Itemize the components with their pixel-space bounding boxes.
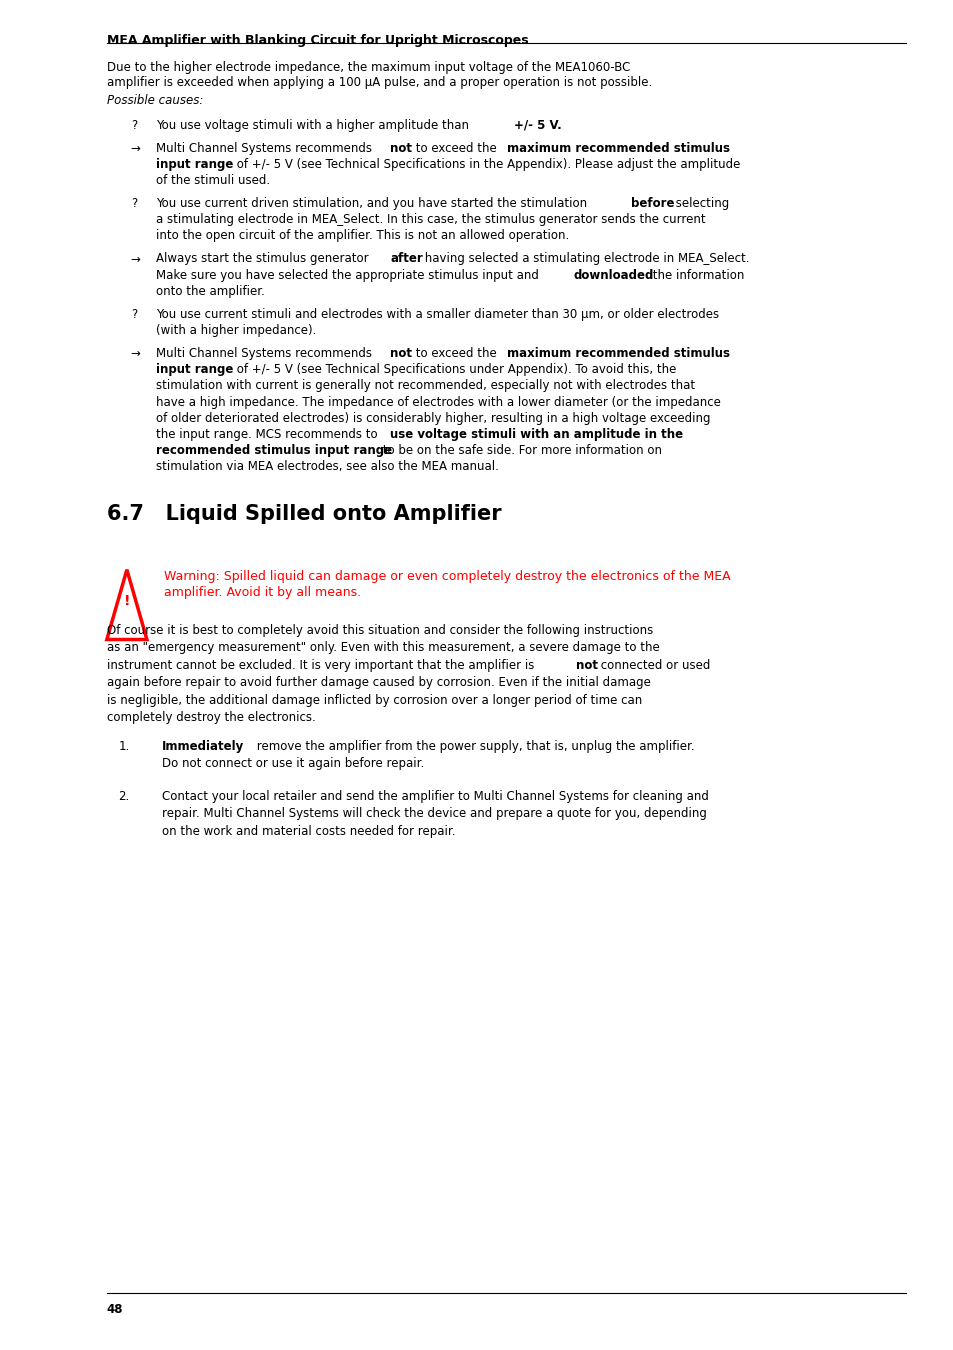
Text: ?: ? xyxy=(131,308,137,321)
Text: recommended stimulus input range: recommended stimulus input range xyxy=(156,444,393,458)
Text: 48: 48 xyxy=(107,1303,123,1316)
Text: You use current driven stimulation, and you have started the stimulation: You use current driven stimulation, and … xyxy=(156,197,591,211)
Text: maximum recommended stimulus: maximum recommended stimulus xyxy=(506,347,729,360)
Text: again before repair to avoid further damage caused by corrosion. Even if the ini: again before repair to avoid further dam… xyxy=(107,676,650,690)
Text: is negligible, the additional damage inflicted by corrosion over a longer period: is negligible, the additional damage inf… xyxy=(107,694,641,707)
Text: into the open circuit of the amplifier. This is not an allowed operation.: into the open circuit of the amplifier. … xyxy=(156,230,569,243)
Text: Multi Channel Systems recommends: Multi Channel Systems recommends xyxy=(156,347,375,360)
Text: Make sure you have selected the appropriate stimulus input and: Make sure you have selected the appropri… xyxy=(156,269,542,282)
Text: input range: input range xyxy=(156,158,233,171)
Text: of the stimuli used.: of the stimuli used. xyxy=(156,174,271,188)
Text: stimulation with current is generally not recommended, especially not with elect: stimulation with current is generally no… xyxy=(156,379,695,393)
Text: after: after xyxy=(390,252,422,266)
Text: of +/- 5 V (see Technical Specifications under Appendix). To avoid this, the: of +/- 5 V (see Technical Specifications… xyxy=(233,363,676,377)
Text: Possible causes:: Possible causes: xyxy=(107,95,203,108)
Text: before: before xyxy=(630,197,674,211)
Text: Always start the stimulus generator: Always start the stimulus generator xyxy=(156,252,373,266)
Text: ?: ? xyxy=(131,197,137,211)
Text: not: not xyxy=(390,142,412,155)
Text: +/- 5 V.: +/- 5 V. xyxy=(514,119,561,132)
Text: MEA Amplifier with Blanking Circuit for Upright Microscopes: MEA Amplifier with Blanking Circuit for … xyxy=(107,34,528,47)
Text: on the work and material costs needed for repair.: on the work and material costs needed fo… xyxy=(162,825,456,838)
Text: Due to the higher electrode impedance, the maximum input voltage of the MEA1060-: Due to the higher electrode impedance, t… xyxy=(107,61,630,74)
Text: remove the amplifier from the power supply, that is, unplug the amplifier.: remove the amplifier from the power supp… xyxy=(253,740,694,753)
Text: downloaded: downloaded xyxy=(573,269,653,282)
Text: ?: ? xyxy=(131,119,137,132)
Text: the information: the information xyxy=(648,269,743,282)
Text: Warning: Spilled liquid can damage or even completely destroy the electronics of: Warning: Spilled liquid can damage or ev… xyxy=(164,570,730,583)
Text: use voltage stimuli with an amplitude in the: use voltage stimuli with an amplitude in… xyxy=(390,428,682,441)
Text: as an "emergency measurement" only. Even with this measurement, a severe damage : as an "emergency measurement" only. Even… xyxy=(107,641,659,655)
Text: completely destroy the electronics.: completely destroy the electronics. xyxy=(107,711,315,725)
Text: Contact your local retailer and send the amplifier to Multi Channel Systems for : Contact your local retailer and send the… xyxy=(162,790,708,803)
Polygon shape xyxy=(107,570,147,640)
Text: You use current stimuli and electrodes with a smaller diameter than 30 μm, or ol: You use current stimuli and electrodes w… xyxy=(156,308,719,321)
Text: amplifier. Avoid it by all means.: amplifier. Avoid it by all means. xyxy=(164,586,361,599)
Text: not: not xyxy=(390,347,412,360)
Text: to exceed the: to exceed the xyxy=(412,347,500,360)
Text: not: not xyxy=(576,659,598,672)
Text: selecting: selecting xyxy=(671,197,728,211)
Text: to exceed the: to exceed the xyxy=(412,142,500,155)
Text: input range: input range xyxy=(156,363,233,377)
Text: Multi Channel Systems recommends: Multi Channel Systems recommends xyxy=(156,142,375,155)
Text: to be on the safe side. For more information on: to be on the safe side. For more informa… xyxy=(378,444,661,458)
Text: having selected a stimulating electrode in MEA_Select.: having selected a stimulating electrode … xyxy=(420,252,748,266)
Text: repair. Multi Channel Systems will check the device and prepare a quote for you,: repair. Multi Channel Systems will check… xyxy=(162,807,706,821)
Text: of +/- 5 V (see Technical Specifications in the Appendix). Please adjust the amp: of +/- 5 V (see Technical Specifications… xyxy=(233,158,740,171)
Text: maximum recommended stimulus: maximum recommended stimulus xyxy=(506,142,729,155)
Text: connected or used: connected or used xyxy=(597,659,710,672)
Text: 6.7   Liquid Spilled onto Amplifier: 6.7 Liquid Spilled onto Amplifier xyxy=(107,504,501,524)
Text: the input range. MCS recommends to: the input range. MCS recommends to xyxy=(156,428,381,441)
Text: 2.: 2. xyxy=(118,790,130,803)
Text: Do not connect or use it again before repair.: Do not connect or use it again before re… xyxy=(162,757,424,771)
Text: of older deteriorated electrodes) is considerably higher, resulting in a high vo: of older deteriorated electrodes) is con… xyxy=(156,412,710,425)
Text: →: → xyxy=(131,347,140,360)
Text: amplifier is exceeded when applying a 100 μA pulse, and a proper operation is no: amplifier is exceeded when applying a 10… xyxy=(107,76,652,89)
Text: You use voltage stimuli with a higher amplitude than: You use voltage stimuli with a higher am… xyxy=(156,119,473,132)
Text: a stimulating electrode in MEA_Select. In this case, the stimulus generator send: a stimulating electrode in MEA_Select. I… xyxy=(156,213,705,227)
Text: instrument cannot be excluded. It is very important that the amplifier is: instrument cannot be excluded. It is ver… xyxy=(107,659,537,672)
Text: 1.: 1. xyxy=(118,740,130,753)
Text: !: ! xyxy=(124,594,130,608)
Text: Immediately: Immediately xyxy=(162,740,244,753)
Text: Of course it is best to completely avoid this situation and consider the followi: Of course it is best to completely avoid… xyxy=(107,624,653,637)
Text: (with a higher impedance).: (with a higher impedance). xyxy=(156,324,316,338)
Text: →: → xyxy=(131,142,140,155)
Text: stimulation via MEA electrodes, see also the MEA manual.: stimulation via MEA electrodes, see also… xyxy=(156,460,498,474)
Text: onto the amplifier.: onto the amplifier. xyxy=(156,285,265,298)
Text: have a high impedance. The impedance of electrodes with a lower diameter (or the: have a high impedance. The impedance of … xyxy=(156,396,720,409)
Text: →: → xyxy=(131,252,140,266)
